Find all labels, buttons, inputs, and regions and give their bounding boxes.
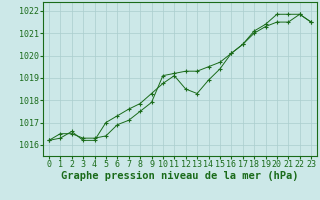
X-axis label: Graphe pression niveau de la mer (hPa): Graphe pression niveau de la mer (hPa) xyxy=(61,171,299,181)
